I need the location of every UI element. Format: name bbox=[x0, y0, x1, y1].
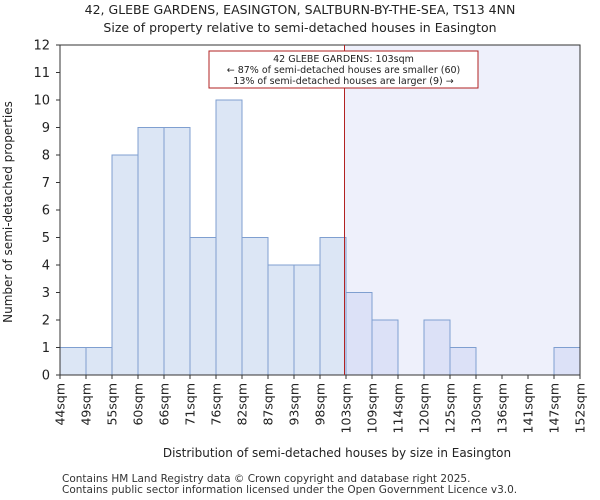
x-tick-label-49sqm: 49sqm bbox=[79, 383, 94, 426]
bar-103sqm bbox=[345, 292, 373, 376]
x-tick-label-82sqm: 82sqm bbox=[235, 383, 250, 426]
x-tick-label-130sqm: 130sqm bbox=[469, 383, 484, 433]
bar-125sqm bbox=[449, 347, 477, 376]
y-tick-label-8: 8 bbox=[42, 149, 50, 164]
bar-93sqm bbox=[293, 264, 321, 376]
x-tick-label-109sqm: 109sqm bbox=[365, 383, 380, 433]
x-tick-label-71sqm: 71sqm bbox=[183, 383, 198, 426]
x-tick-label-60sqm: 60sqm bbox=[131, 383, 146, 426]
footer-line-2: Contains public sector information licen… bbox=[62, 484, 518, 496]
bar-109sqm bbox=[371, 319, 399, 376]
x-tick-label-152sqm: 152sqm bbox=[573, 383, 588, 433]
bar-98sqm bbox=[319, 237, 347, 376]
y-tick-label-3: 3 bbox=[42, 286, 50, 301]
y-tick-label-12: 12 bbox=[33, 39, 50, 54]
x-axis-label: Distribution of semi-detached houses by … bbox=[163, 446, 511, 460]
bar-147sqm bbox=[553, 347, 581, 376]
x-tick-label-141sqm: 141sqm bbox=[521, 383, 536, 433]
chart-subtitle: Size of property relative to semi-detach… bbox=[103, 20, 497, 35]
y-tick-label-1: 1 bbox=[42, 341, 50, 356]
x-tick-label-93sqm: 93sqm bbox=[287, 383, 302, 426]
x-tick-label-66sqm: 66sqm bbox=[157, 383, 172, 426]
x-tick-label-98sqm: 98sqm bbox=[313, 383, 328, 426]
bar-66sqm bbox=[163, 127, 191, 376]
x-tick-label-147sqm: 147sqm bbox=[547, 383, 562, 433]
y-tick-label-0: 0 bbox=[42, 369, 50, 384]
chart-title: 42, GLEBE GARDENS, EASINGTON, SALTBURN-B… bbox=[84, 2, 516, 17]
y-tick-label-5: 5 bbox=[42, 231, 50, 246]
x-tick-label-120sqm: 120sqm bbox=[417, 383, 432, 433]
bar-44sqm bbox=[59, 347, 87, 376]
annotation-box bbox=[208, 50, 479, 89]
y-tick-label-11: 11 bbox=[33, 66, 50, 81]
annotation-larger: 13% of semi-detached houses are larger (… bbox=[233, 76, 453, 87]
y-tick-label-9: 9 bbox=[42, 121, 50, 136]
y-tick-label-4: 4 bbox=[42, 259, 50, 274]
bar-55sqm bbox=[111, 154, 139, 376]
bar-71sqm bbox=[189, 237, 217, 376]
annotation-smaller: ← 87% of semi-detached houses are smalle… bbox=[227, 65, 461, 76]
x-tick-label-76sqm: 76sqm bbox=[209, 383, 224, 426]
bar-76sqm bbox=[215, 99, 243, 376]
x-tick-label-87sqm: 87sqm bbox=[261, 383, 276, 426]
annotation-title: 42 GLEBE GARDENS: 103sqm bbox=[273, 54, 414, 65]
y-tick-label-7: 7 bbox=[42, 176, 50, 191]
x-tick-label-136sqm: 136sqm bbox=[495, 383, 510, 433]
footer-line-1: Contains HM Land Registry data © Crown c… bbox=[62, 473, 471, 485]
y-tick-label-6: 6 bbox=[42, 204, 50, 219]
y-axis-label: Number of semi-detached properties bbox=[1, 101, 15, 323]
bar-82sqm bbox=[241, 237, 269, 376]
y-tick-label-10: 10 bbox=[33, 94, 50, 109]
x-tick-label-55sqm: 55sqm bbox=[105, 383, 120, 426]
bar-49sqm bbox=[85, 347, 113, 376]
x-tick-label-125sqm: 125sqm bbox=[443, 383, 458, 433]
x-tick-label-44sqm: 44sqm bbox=[53, 383, 68, 426]
x-tick-label-103sqm: 103sqm bbox=[339, 383, 354, 433]
y-tick-label-2: 2 bbox=[42, 314, 50, 329]
bar-120sqm bbox=[423, 319, 451, 376]
bar-60sqm bbox=[137, 127, 165, 376]
x-tick-label-114sqm: 114sqm bbox=[391, 383, 406, 433]
bar-87sqm bbox=[267, 264, 295, 376]
